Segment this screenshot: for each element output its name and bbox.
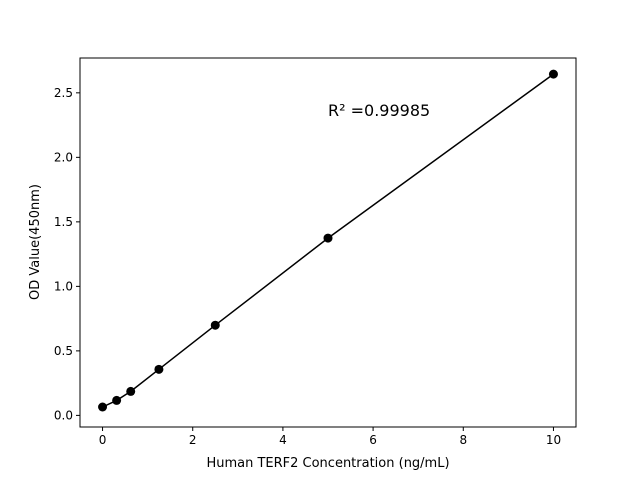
x-tick-label: 4 xyxy=(279,433,287,447)
plot-frame xyxy=(79,57,577,428)
r-squared-annotation: R² =0.99985 xyxy=(328,101,430,120)
data-point xyxy=(126,386,136,396)
y-tick-label: 0.5 xyxy=(54,344,73,358)
data-point xyxy=(154,364,164,374)
y-tick-label: 2.0 xyxy=(54,150,73,164)
data-point xyxy=(98,402,108,412)
x-tick-label: 2 xyxy=(189,433,197,447)
y-tick-label: 0.0 xyxy=(54,408,73,422)
y-axis: 0.0 0.5 1.0 1.5 2.0 2.5 xyxy=(54,86,80,422)
x-tick-label: 0 xyxy=(99,433,107,447)
y-axis-label: OD Value(450nm) xyxy=(28,184,43,300)
plot-marks xyxy=(98,69,558,412)
data-point xyxy=(323,233,333,243)
data-point xyxy=(112,395,122,405)
y-tick-label: 2.5 xyxy=(54,86,73,100)
x-tick-label: 6 xyxy=(369,433,377,447)
x-tick-label: 10 xyxy=(546,433,561,447)
x-axis-label: Human TERF2 Concentration (ng/mL) xyxy=(206,456,449,471)
y-tick-label: 1.0 xyxy=(54,279,73,293)
data-point xyxy=(210,320,220,330)
x-axis: 0 2 4 6 8 10 xyxy=(99,427,561,447)
y-tick-label: 1.5 xyxy=(54,215,73,229)
x-tick-label: 8 xyxy=(459,433,467,447)
data-point xyxy=(548,69,558,79)
